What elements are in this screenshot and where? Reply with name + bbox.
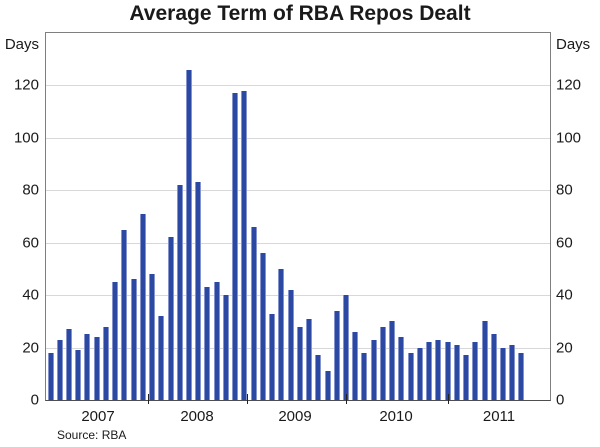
bar-2 <box>56 339 63 400</box>
x-axis-tick-1 <box>148 394 149 404</box>
bar-50 <box>500 347 506 400</box>
bar-44 <box>444 342 451 400</box>
bar-4 <box>75 350 82 400</box>
bar-25 <box>269 313 276 400</box>
year-label-2009: 2009 <box>278 408 312 425</box>
x-axis-tick-4 <box>448 394 449 404</box>
bar-36 <box>370 339 377 400</box>
year-label-2007: 2007 <box>81 408 115 425</box>
bar-46 <box>463 355 470 400</box>
ytick-right-20: 20 <box>556 339 573 357</box>
bar-11 <box>139 213 146 400</box>
bar-45 <box>453 344 460 400</box>
bar-10 <box>130 279 137 400</box>
chart-title: Average Term of RBA Repos Dealt <box>129 2 471 25</box>
bar-28 <box>296 326 303 400</box>
ytick-left-60: 60 <box>22 234 39 252</box>
bar-3 <box>65 329 72 400</box>
bar-33 <box>343 295 350 400</box>
ytick-right-80: 80 <box>556 181 573 199</box>
ytick-right-0: 0 <box>556 391 565 409</box>
bar-52 <box>518 352 525 400</box>
bar-8 <box>112 282 119 400</box>
bar-35 <box>361 352 368 400</box>
bar-16 <box>186 69 193 400</box>
bar-47 <box>472 342 479 400</box>
bar-34 <box>352 331 359 400</box>
bar-38 <box>389 321 396 400</box>
year-label-2010: 2010 <box>379 408 413 425</box>
bar-41 <box>416 347 423 400</box>
ytick-left-80: 80 <box>22 181 39 199</box>
gridline-80 <box>46 190 550 192</box>
bar-13 <box>158 316 165 400</box>
gridline-100 <box>46 137 550 139</box>
ytick-right-120: 120 <box>556 76 582 94</box>
ytick-left-0: 0 <box>30 391 39 409</box>
ytick-right-100: 100 <box>556 129 582 147</box>
gridline-60 <box>46 242 550 244</box>
bar-29 <box>306 318 313 400</box>
ytick-left-40: 40 <box>22 286 39 304</box>
ytick-left-20: 20 <box>22 339 39 357</box>
bar-14 <box>167 237 174 400</box>
bar-12 <box>149 274 156 400</box>
bar-30 <box>315 355 322 400</box>
bar-49 <box>490 334 497 400</box>
bar-22 <box>241 90 248 400</box>
bar-31 <box>324 371 331 400</box>
bar-40 <box>407 352 414 400</box>
gridline-120 <box>46 85 550 87</box>
bar-48 <box>481 321 488 400</box>
x-axis-tick-2 <box>246 394 248 404</box>
bar-42 <box>426 342 433 400</box>
bar-7 <box>102 326 109 400</box>
bar-17 <box>195 182 202 400</box>
y-axis-unit-left: Days <box>4 36 39 53</box>
ytick-right-40: 40 <box>556 286 573 304</box>
bar-19 <box>213 282 220 400</box>
bar-1 <box>47 352 54 400</box>
ytick-left-100: 100 <box>13 129 39 147</box>
year-label-2008: 2008 <box>180 408 214 425</box>
bar-27 <box>287 289 294 400</box>
bar-24 <box>259 253 266 400</box>
gridline-40 <box>46 295 550 297</box>
bar-18 <box>204 287 211 400</box>
source-note: Source: RBA <box>57 428 127 442</box>
bar-21 <box>232 93 239 400</box>
bar-5 <box>84 334 91 400</box>
bar-6 <box>93 337 100 400</box>
bar-51 <box>509 344 516 400</box>
plot-area <box>45 32 551 404</box>
bar-43 <box>435 339 442 400</box>
bar-9 <box>121 229 128 400</box>
bar-39 <box>398 337 405 400</box>
ytick-right-60: 60 <box>556 234 573 252</box>
bar-32 <box>333 310 340 400</box>
bar-26 <box>278 268 285 400</box>
bar-23 <box>250 227 257 400</box>
y-axis-unit-right: Days <box>556 36 591 53</box>
bar-15 <box>176 185 183 400</box>
x-axis-tick-3 <box>346 394 347 404</box>
ytick-left-120: 120 <box>13 76 39 94</box>
bar-37 <box>379 326 386 400</box>
year-label-2011: 2011 <box>482 408 516 425</box>
bar-20 <box>222 295 229 400</box>
